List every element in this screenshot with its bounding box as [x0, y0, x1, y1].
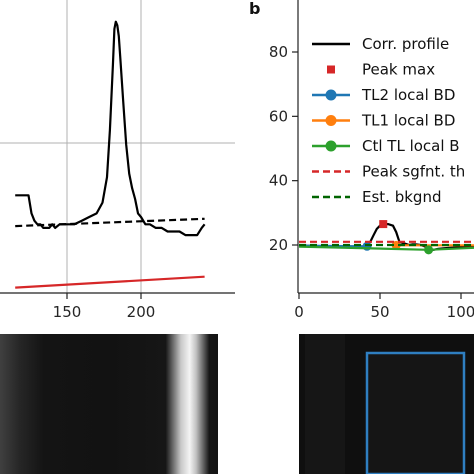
- panel-b-ticks: 0 50 100 20 40 60 80: [269, 43, 474, 321]
- peak-max-marker: [379, 220, 388, 229]
- legend-label: Peak max: [362, 61, 435, 79]
- legend-handle-marker: [325, 140, 337, 152]
- legend-label: TL2 local BD: [361, 86, 455, 104]
- panel-a: 150 200: [0, 0, 235, 321]
- panel-a-x-tick-label: 150: [53, 303, 82, 321]
- panel-b-y-tick-label: 60: [269, 107, 288, 125]
- legend-label: Ctl TL local B: [362, 137, 460, 155]
- panel-b: b 0 50 100 20 40 60 80 Corr. profile Peak max TL…: [249, 0, 474, 321]
- legend-label: Peak sgfnt. th: [362, 163, 465, 181]
- highlight-box: [365, 351, 466, 474]
- panel-b-y-tick-label: 20: [269, 236, 288, 254]
- legend-label: Corr. profile: [362, 35, 449, 53]
- panel-a-series: [15, 20, 206, 289]
- legend-handle-marker: [325, 89, 337, 101]
- panel-b-y-tick-label: 80: [269, 43, 288, 61]
- panel-a-series-line: [15, 217, 205, 228]
- legend-label: TL1 local BD: [361, 112, 455, 130]
- panel-b-label: b: [249, 0, 260, 18]
- image-b: [299, 334, 474, 474]
- panel-b-x-tick-label: 0: [294, 303, 304, 321]
- panel-b-series-marker: [424, 245, 434, 255]
- panel-b-series: [298, 220, 474, 255]
- panel-b-x-tick-label: 50: [370, 303, 389, 321]
- image-a-stripes: [0, 334, 218, 474]
- panel-a-series-line: [15, 20, 206, 237]
- legend-handle-marker: [325, 115, 337, 126]
- panel-b-y-tick-label: 40: [269, 172, 288, 190]
- panel-b-x-tick-label: 100: [447, 303, 474, 321]
- panel-a-series-line: [15, 275, 205, 289]
- panel-b-series-marker: [391, 240, 401, 250]
- legend: Corr. profile Peak max TL2 local BD TL1 loc…: [305, 28, 474, 210]
- legend-handle: [327, 65, 335, 74]
- panel-a-grid: [0, 0, 235, 293]
- image-b-band: [305, 334, 345, 474]
- panel-a-x-tick-label: 200: [127, 303, 156, 321]
- legend-label: Est. bkgnd: [362, 188, 441, 206]
- panel-a-x-ticks: 150 200: [53, 293, 156, 321]
- image-a: [0, 334, 218, 474]
